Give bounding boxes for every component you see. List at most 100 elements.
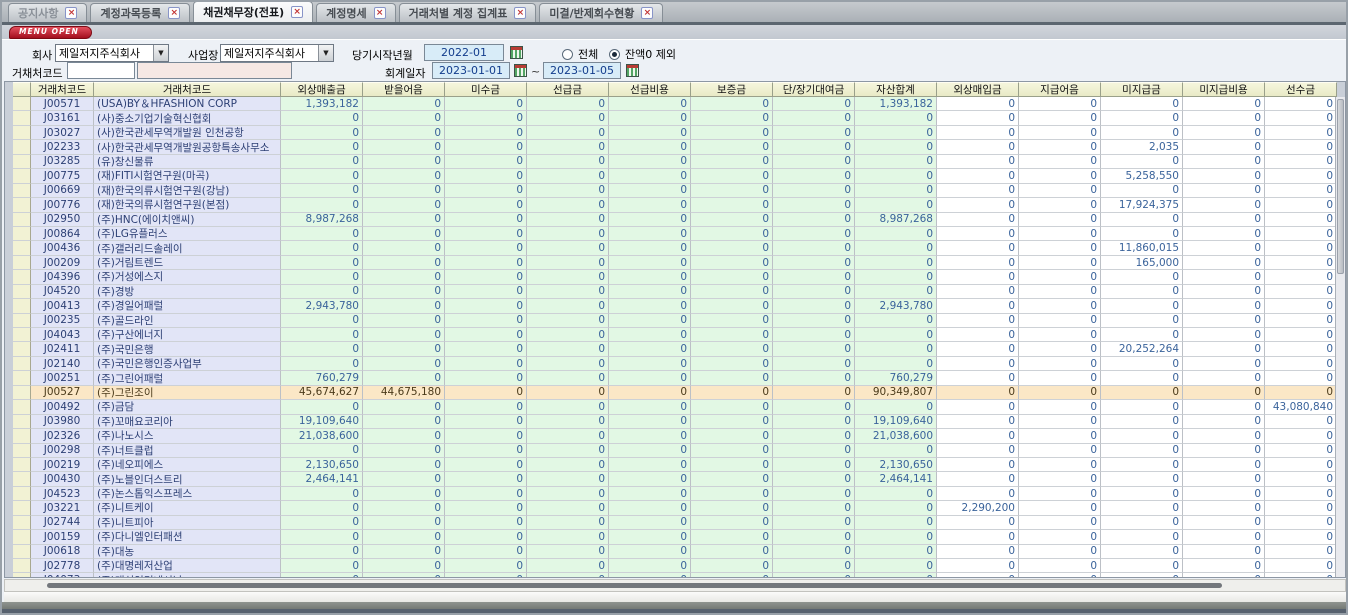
row-amount-cell[interactable]: 0 [1101,97,1183,112]
row-amount-cell[interactable]: 0 [773,371,855,386]
row-amount-cell[interactable]: 0 [937,169,1019,184]
row-amount-cell[interactable]: 0 [527,515,609,531]
row-vendor-name[interactable]: (주)경방 [94,284,281,300]
row-amount-cell[interactable]: 0 [1019,486,1101,502]
row-selector[interactable] [13,501,31,516]
row-vendor-code[interactable]: J03027 [31,125,94,141]
vendor-code-input[interactable] [67,62,135,79]
row-amount-cell[interactable]: 0 [363,400,445,415]
table-row[interactable]: J00776 (재)한국의류시험연구원(본점) 0 0 0 0 0 0 0 0 0 0 17,924,3… [13,198,1345,213]
row-amount-cell[interactable]: 0 [691,328,773,343]
row-amount-cell[interactable]: 0 [527,169,609,184]
row-amount-cell[interactable]: 2,130,650 [855,457,937,473]
row-amount-cell[interactable]: 0 [527,299,609,314]
row-amount-cell[interactable]: 0 [445,501,527,516]
row-amount-cell[interactable]: 0 [445,414,527,430]
row-amount-cell[interactable]: 0 [937,140,1019,155]
row-amount-cell[interactable]: 0 [609,140,691,155]
row-amount-cell[interactable]: 0 [691,515,773,531]
row-amount-cell[interactable]: 0 [773,313,855,328]
row-selector[interactable] [13,356,31,372]
table-row[interactable]: J00209 (주)거림트렌드 0 0 0 0 0 0 0 0 0 0 165,000 0 0 [13,255,1345,271]
row-selector[interactable] [13,544,31,559]
row-amount-cell[interactable]: 0 [1183,270,1265,285]
row-amount-cell[interactable]: 0 [1265,241,1337,256]
row-amount-cell[interactable]: 2,290,200 [937,501,1019,516]
row-vendor-code[interactable]: J04520 [31,284,94,300]
row-vendor-code[interactable]: J02411 [31,342,94,357]
row-amount-cell[interactable]: 0 [609,169,691,184]
table-row[interactable]: J00235 (주)골드라인 0 0 0 0 0 0 0 0 0 0 0 0 0 [13,313,1345,328]
row-vendor-name[interactable]: (재)한국의류시험연구원(강남) [94,183,281,199]
tab-account-detail[interactable]: 계정명세 × [316,3,396,22]
row-amount-cell[interactable]: 0 [609,111,691,126]
row-vendor-code[interactable]: J00864 [31,226,94,242]
row-amount-cell[interactable]: 0 [691,385,773,401]
row-vendor-code[interactable]: J00219 [31,457,94,473]
row-amount-cell[interactable]: 0 [1019,270,1101,285]
table-row[interactable]: J02411 (주)국민은행 0 0 0 0 0 0 0 0 0 0 20,252,264 0 0 [13,342,1345,357]
row-amount-cell[interactable]: 0 [1265,472,1337,487]
row-amount-cell[interactable]: 0 [609,284,691,300]
row-vendor-name[interactable]: (주)너트클럽 [94,443,281,458]
table-row[interactable]: J00436 (주)갤러리드솔레이 0 0 0 0 0 0 0 0 0 0 11,860,015 0 0 [13,241,1345,256]
row-amount-cell[interactable]: 11,860,015 [1101,241,1183,256]
row-vendor-name[interactable]: (주)니트피아 [94,515,281,531]
row-vendor-name[interactable]: (재)한국의류시험연구원(본점) [94,198,281,213]
row-amount-cell[interactable]: 0 [773,255,855,271]
row-amount-cell[interactable]: 0 [855,515,937,531]
row-amount-cell[interactable]: 0 [363,270,445,285]
row-amount-cell[interactable]: 0 [609,385,691,401]
row-amount-cell[interactable]: 0 [609,544,691,559]
row-vendor-code[interactable]: J00413 [31,299,94,314]
row-amount-cell[interactable]: 0 [609,270,691,285]
row-amount-cell[interactable]: 0 [281,400,363,415]
horizontal-scrollbar-thumb[interactable] [47,583,1222,588]
row-amount-cell[interactable]: 0 [937,342,1019,357]
row-amount-cell[interactable]: 0 [1101,270,1183,285]
row-amount-cell[interactable]: 1,393,182 [855,97,937,112]
row-selector[interactable] [13,559,31,574]
table-row[interactable]: J00251 (주)그린어패럴 760,279 0 0 0 0 0 0 760,279 0 0 0 0 0 [13,371,1345,386]
row-amount-cell[interactable]: 0 [855,328,937,343]
row-amount-cell[interactable]: 0 [937,241,1019,256]
row-amount-cell[interactable]: 0 [1101,125,1183,141]
table-row[interactable]: J00159 (주)다니엘인터패션 0 0 0 0 0 0 0 0 0 0 0 0 0 [13,530,1345,545]
row-amount-cell[interactable]: 0 [609,356,691,372]
row-amount-cell[interactable]: 0 [855,183,937,199]
row-amount-cell[interactable]: 2,943,780 [281,299,363,314]
column-header[interactable]: 미지급금 [1101,82,1183,97]
row-selector[interactable] [13,270,31,285]
row-amount-cell[interactable]: 0 [527,414,609,430]
table-row[interactable]: J00775 (재)FITI시험연구원(마곡) 0 0 0 0 0 0 0 0 0 0 5,258,55… [13,169,1345,184]
row-amount-cell[interactable]: 0 [1019,356,1101,372]
row-amount-cell[interactable]: 0 [773,385,855,401]
row-amount-cell[interactable]: 0 [1101,559,1183,574]
row-vendor-code[interactable]: J03161 [31,111,94,126]
row-vendor-code[interactable]: J00298 [31,443,94,458]
row-amount-cell[interactable]: 0 [937,443,1019,458]
row-amount-cell[interactable]: 0 [1101,385,1183,401]
row-amount-cell[interactable]: 0 [527,183,609,199]
row-vendor-code[interactable]: J04523 [31,486,94,502]
row-amount-cell[interactable]: 760,279 [281,371,363,386]
row-amount-cell[interactable]: 0 [1183,400,1265,415]
table-row[interactable]: J02744 (주)니트피아 0 0 0 0 0 0 0 0 0 0 0 0 0 [13,515,1345,531]
row-amount-cell[interactable]: 0 [281,154,363,170]
row-amount-cell[interactable]: 0 [363,198,445,213]
row-amount-cell[interactable]: 0 [527,125,609,141]
table-row[interactable]: J00430 (주)노블인더스트리 2,464,141 0 0 0 0 0 0 2,464,141… [13,472,1345,487]
row-selector[interactable] [13,125,31,141]
row-vendor-name[interactable]: (주)그린조이 [94,385,281,401]
row-amount-cell[interactable]: 0 [1265,342,1337,357]
row-amount-cell[interactable]: 0 [363,530,445,545]
row-amount-cell[interactable]: 0 [527,255,609,271]
row-amount-cell[interactable]: 0 [445,140,527,155]
row-amount-cell[interactable]: 0 [1019,342,1101,357]
row-vendor-name[interactable]: (주)꼬매요코리아 [94,414,281,430]
row-amount-cell[interactable]: 0 [691,241,773,256]
row-amount-cell[interactable]: 0 [1019,414,1101,430]
row-vendor-name[interactable]: (주)경일어패럴 [94,299,281,314]
row-amount-cell[interactable]: 0 [937,97,1019,112]
row-amount-cell[interactable]: 0 [1101,530,1183,545]
